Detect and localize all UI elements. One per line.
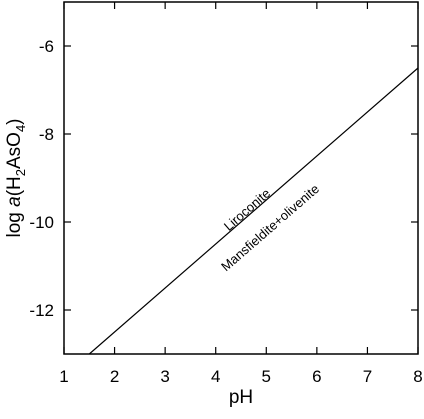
phase-boundary bbox=[88, 67, 419, 355]
y-label-part: 4 bbox=[13, 125, 28, 132]
x-tick-label: 8 bbox=[413, 367, 422, 386]
y-label-part: ) bbox=[4, 118, 25, 124]
y-label-part: AsO bbox=[4, 132, 25, 169]
y-label-part: 2 bbox=[13, 169, 28, 176]
x-tick-label: 7 bbox=[363, 367, 372, 386]
y-label-part: (H bbox=[4, 176, 25, 196]
x-tick-label: 4 bbox=[211, 367, 220, 386]
y-tick-label: -12 bbox=[29, 301, 54, 320]
x-tick-label: 3 bbox=[160, 367, 169, 386]
y-tick-label: -8 bbox=[39, 125, 54, 144]
y-tick-label: -6 bbox=[39, 37, 54, 56]
x-tick-label: 5 bbox=[262, 367, 271, 386]
x-tick-label: 6 bbox=[312, 367, 321, 386]
x-tick-label: 1 bbox=[59, 367, 68, 386]
y-label-part: a bbox=[4, 196, 25, 207]
y-tick-label: -10 bbox=[29, 213, 54, 232]
plot-frame bbox=[63, 1, 419, 355]
y-label-part: log bbox=[4, 207, 25, 238]
x-tick-label: 2 bbox=[110, 367, 119, 386]
x-axis-label: pH bbox=[229, 387, 253, 408]
y-axis-label: log a(H2AsO4) bbox=[4, 118, 28, 237]
